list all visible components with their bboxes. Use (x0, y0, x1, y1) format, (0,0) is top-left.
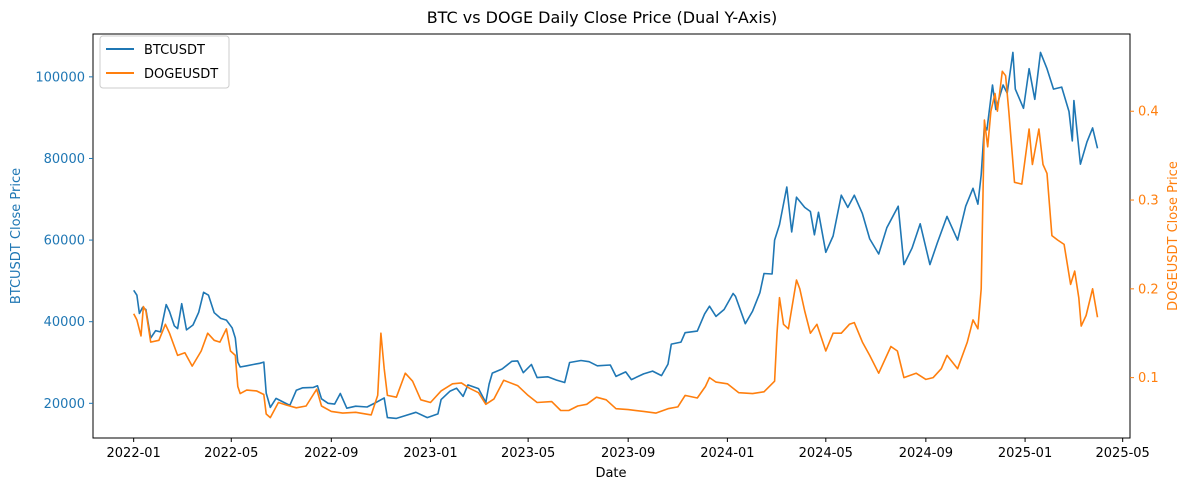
y-right-tick-label: 0.4 (1138, 105, 1159, 120)
series-line-btcusdt (133, 51, 1099, 420)
legend: BTCUSDT DOGEUSDT (99, 35, 230, 89)
y-left-tick-label: 100000 (35, 70, 85, 85)
legend-label-btcusdt: BTCUSDT (144, 43, 205, 58)
x-tick-label: 2025-01 (998, 446, 1052, 461)
x-tick-label: 2022-01 (107, 446, 161, 461)
series-layer (132, 51, 1099, 420)
x-axis: 2022-01 2022-05 2022-09 2023-01 2023-05 2023-… (107, 438, 1150, 461)
y-axis-left-title: BTCUSDT Close Price (9, 168, 24, 304)
x-tick-label: 2024-01 (700, 446, 754, 461)
x-tick-label: 2022-09 (304, 446, 358, 461)
x-axis-title: Date (595, 466, 626, 481)
x-tick-label: 2023-09 (601, 446, 655, 461)
series-line-dogeusdt (132, 70, 1099, 419)
x-tick-label: 2023-01 (403, 446, 457, 461)
legend-label-dogeusdt: DOGEUSDT (144, 67, 218, 82)
y-left-tick-label: 80000 (44, 152, 85, 167)
x-tick-label: 2022-05 (204, 446, 258, 461)
y-left-tick-label: 60000 (44, 234, 85, 249)
y-axis-left: 20000 40000 60000 80000 100000 (35, 70, 93, 412)
plot-frame (92, 33, 1131, 439)
x-tick-label: 2023-05 (501, 446, 555, 461)
x-tick-label: 2025-05 (1096, 446, 1150, 461)
y-right-tick-label: 0.2 (1138, 282, 1159, 297)
y-left-tick-label: 20000 (44, 397, 85, 412)
x-tick-label: 2024-05 (799, 446, 853, 461)
x-tick-label: 2024-09 (899, 446, 953, 461)
y-left-tick-label: 40000 (44, 315, 85, 330)
y-axis-right-title: DOGEUSDT Close Price (1166, 161, 1181, 311)
y-axis-right: 0.1 0.2 0.3 0.4 (1130, 105, 1159, 386)
chart-title: BTC vs DOGE Daily Close Price (Dual Y-Ax… (427, 8, 778, 27)
y-right-tick-label: 0.3 (1138, 194, 1159, 209)
y-right-tick-label: 0.1 (1138, 371, 1159, 386)
